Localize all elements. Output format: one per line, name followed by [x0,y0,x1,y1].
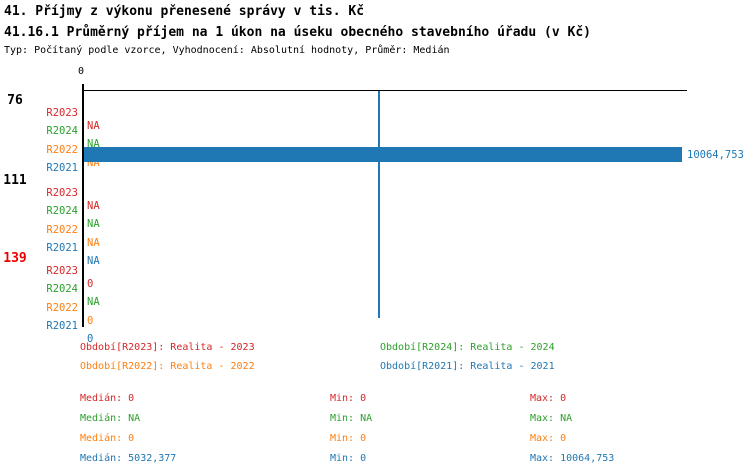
chart-row: R2021 [0,149,750,174]
chart-row: R2024 NA [0,192,750,230]
group-label-111: 111 [3,173,27,188]
row-value: NA [87,120,100,132]
chart-row: R2021 NA [0,229,750,267]
chart-row: R2024 NA [0,112,750,150]
stat-min-r2021: Min: 0 [330,453,367,464]
series-label-r2023: R2023 [46,265,78,277]
series-label-r2021: R2021 [46,242,78,254]
stat-median-r2021: Medián: 5032,377 [80,453,177,464]
series-label-r2023: R2023 [46,107,78,119]
stat-max-r2022: Max: 0 [530,433,567,444]
row-value: 0 [87,278,94,290]
row-value: NA [87,296,100,308]
row-value: 0 [87,333,94,345]
row-value: 0 [87,315,94,327]
bar-r2021-group-76 [84,147,682,162]
legend-item-r2023: Období[R2023]: Realita - 2023 [80,342,255,353]
x-axis-zero-tick-label: 0 [78,66,85,77]
row-value: NA [87,200,100,212]
chart-row: R2021 0 [0,307,750,345]
series-label-r2023: R2023 [46,187,78,199]
chart-subtitle: Typ: Počítaný podle vzorce, Vyhodnocení:… [4,45,450,56]
stat-min-r2024: Min: NA [330,413,373,424]
chart-row: R2024 NA [0,270,750,308]
series-label-r2022: R2022 [46,144,78,156]
row-value: NA [87,218,100,230]
series-label-r2021: R2021 [46,320,78,332]
x-axis-line [83,90,687,91]
y-axis-line [82,84,84,327]
stat-max-r2024: Max: NA [530,413,573,424]
chart-row: R2023 NA [0,94,750,132]
stat-min-r2023: Min: 0 [330,393,367,404]
legend-item-r2022: Období[R2022]: Realita - 2022 [80,361,255,372]
legend-item-r2024: Období[R2024]: Realita - 2024 [380,342,555,353]
legend-item-r2021: Období[R2021]: Realita - 2021 [380,361,555,372]
chart-title-line1: 41. Příjmy z výkonu přenesené správy v t… [4,4,365,19]
chart-row: R2022 NA [0,131,750,169]
series-label-r2022: R2022 [46,224,78,236]
stat-max-r2023: Max: 0 [530,393,567,404]
bar-value-label: 10064,753 [687,149,744,161]
series-label-r2021: R2021 [46,162,78,174]
stat-median-r2023: Medián: 0 [80,393,135,404]
chart-row: R2022 NA [0,211,750,249]
series-label-r2022: R2022 [46,302,78,314]
row-value: NA [87,237,100,249]
stat-median-r2022: Medián: 0 [80,433,135,444]
group-label-76: 76 [7,93,23,108]
group-label-139: 139 [3,251,27,266]
chart-title-line2: 41.16.1 Průměrný příjem na 1 úkon na úse… [4,25,591,40]
series-label-r2024: R2024 [46,283,78,295]
stat-min-r2022: Min: 0 [330,433,367,444]
series-label-r2024: R2024 [46,125,78,137]
row-value: NA [87,255,100,267]
chart-row: R2023 NA [0,174,750,212]
stat-max-r2021: Max: 10064,753 [530,453,615,464]
chart-row: R2022 0 [0,289,750,327]
series-label-r2024: R2024 [46,205,78,217]
stat-median-r2024: Medián: NA [80,413,141,424]
median-reference-line [378,91,380,318]
chart-row: R2023 0 [0,252,750,290]
